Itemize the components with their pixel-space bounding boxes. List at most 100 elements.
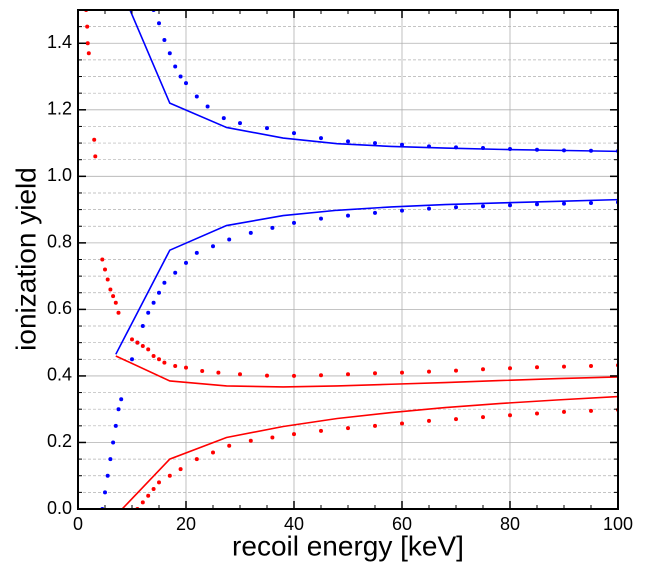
line: [115, 198, 618, 355]
point: [319, 136, 323, 141]
x-axis-label: recoil energy [keV]: [232, 530, 464, 561]
point: [130, 337, 134, 342]
point: [481, 367, 485, 372]
point: [173, 64, 178, 69]
point: [108, 457, 113, 462]
point: [162, 37, 167, 42]
point: [238, 121, 242, 126]
y-tick-label: 0.2: [47, 431, 72, 451]
point: [346, 426, 350, 431]
point: [346, 213, 350, 218]
point: [184, 260, 188, 265]
point: [178, 467, 183, 472]
point: [100, 257, 105, 262]
point: [481, 415, 485, 420]
point: [92, 137, 97, 142]
point: [103, 490, 107, 495]
x-tick-label: 20: [176, 514, 196, 534]
point: [116, 407, 121, 412]
point: [508, 147, 512, 152]
point: [292, 220, 296, 225]
y-axis-label: ionization yield: [10, 167, 41, 351]
point: [589, 408, 593, 413]
point: [481, 146, 485, 151]
point: [157, 357, 161, 362]
point: [85, 41, 90, 46]
point: [85, 24, 90, 29]
y-tick-label: 0.0: [47, 498, 72, 518]
point: [162, 360, 167, 365]
point: [562, 364, 566, 369]
point: [238, 372, 242, 377]
point: [319, 216, 323, 221]
point: [481, 204, 485, 209]
point: [454, 145, 458, 150]
point: [146, 310, 151, 315]
point: [346, 372, 350, 377]
point: [508, 366, 512, 371]
point: [221, 116, 226, 121]
point: [562, 201, 566, 206]
point: [146, 493, 151, 498]
x-tick-label: 100: [603, 514, 633, 534]
point: [400, 142, 404, 147]
point: [454, 417, 458, 422]
y-tick-label: 1.0: [47, 165, 72, 185]
point: [146, 347, 151, 352]
point: [178, 74, 183, 79]
point: [184, 81, 188, 86]
point: [167, 51, 172, 56]
point: [319, 373, 323, 378]
point: [130, 357, 134, 362]
point: [427, 206, 431, 211]
point: [292, 432, 296, 437]
point: [151, 487, 156, 492]
point: [400, 421, 404, 426]
point: [194, 457, 199, 462]
point: [319, 428, 323, 433]
point: [454, 368, 458, 373]
point: [216, 370, 221, 375]
point: [173, 270, 178, 275]
point: [562, 148, 566, 153]
point: [265, 373, 269, 378]
point: [140, 343, 145, 348]
point: [140, 500, 145, 505]
point: [116, 310, 121, 315]
point: [373, 210, 377, 215]
point: [292, 131, 296, 136]
point: [111, 294, 116, 299]
point: [200, 368, 205, 373]
point: [400, 208, 404, 213]
point: [157, 21, 161, 26]
point: [227, 443, 232, 448]
point: [108, 287, 113, 292]
y-tick-label: 0.4: [47, 365, 72, 385]
point: [535, 411, 539, 416]
point: [194, 250, 199, 255]
point: [265, 126, 269, 131]
point: [373, 423, 377, 428]
point: [211, 450, 215, 455]
y-tick-label: 1.4: [47, 32, 72, 52]
point: [589, 148, 593, 153]
line: [121, 395, 618, 509]
point: [400, 370, 404, 375]
point: [184, 365, 188, 370]
point: [562, 409, 566, 414]
point: [346, 139, 350, 144]
point: [151, 300, 156, 305]
point: [427, 369, 431, 374]
point: [270, 225, 275, 230]
point: [194, 94, 199, 99]
point: [270, 435, 275, 440]
y-tick-label: 1.2: [47, 99, 72, 119]
point: [373, 141, 377, 146]
point: [113, 423, 118, 428]
x-tick-label: 60: [392, 514, 412, 534]
x-tick-label: 80: [500, 514, 520, 534]
point: [248, 438, 253, 443]
point: [103, 267, 107, 272]
point: [205, 104, 210, 109]
